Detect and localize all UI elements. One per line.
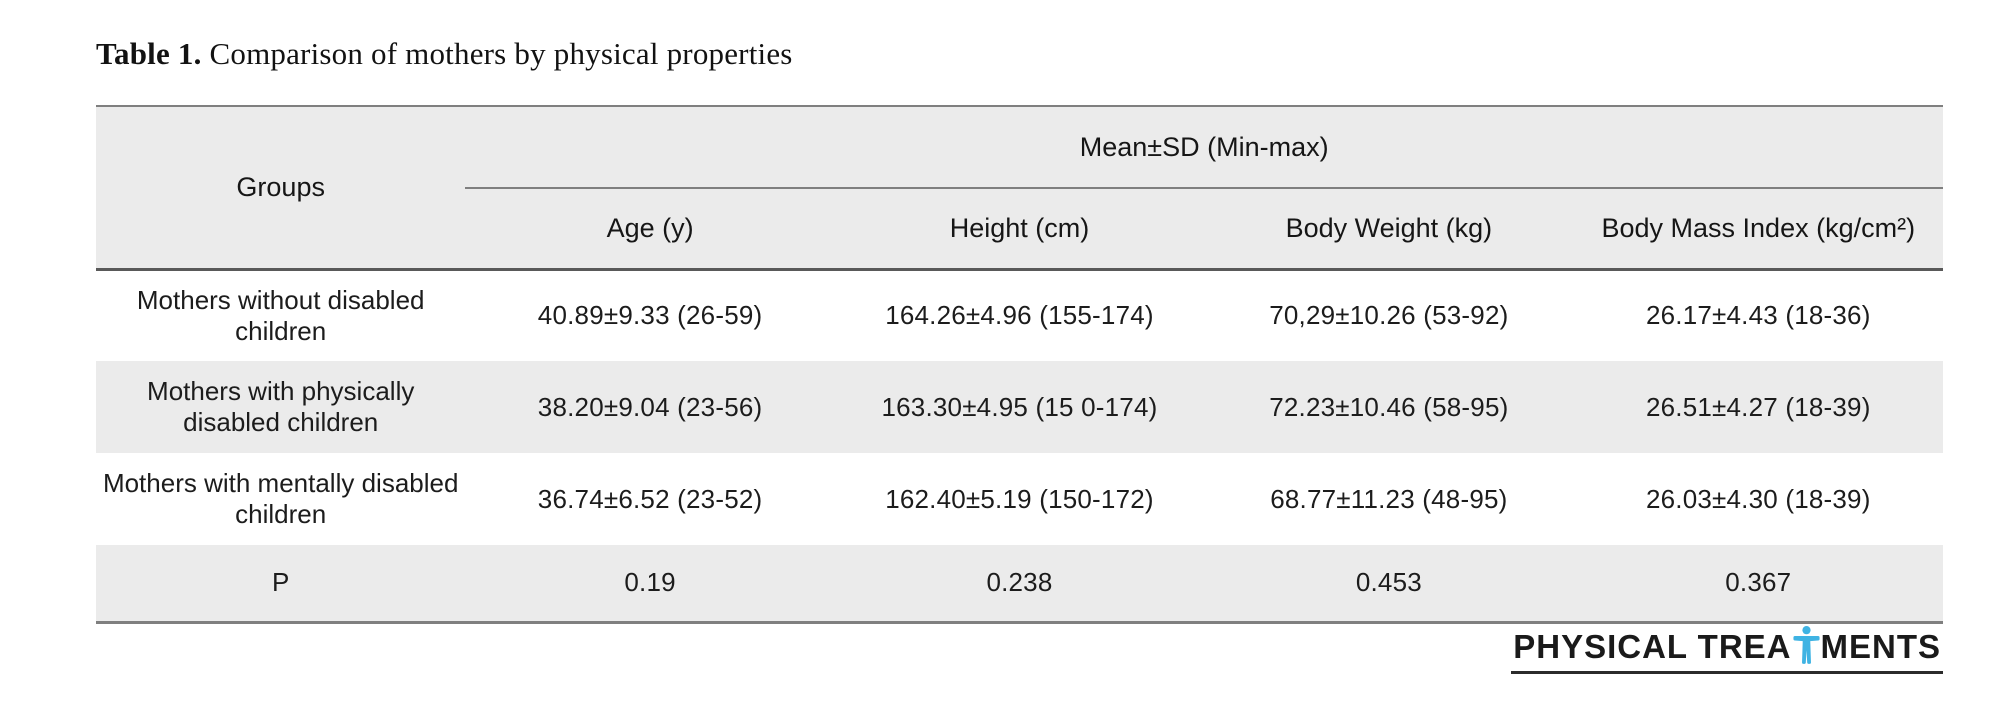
table-row: Mothers with physically disabled childre… [96, 361, 1943, 453]
value-cell: 164.26±4.96 (155-174) [885, 300, 1154, 331]
col-header-bmi: Body Mass Index (kg/cm²) [1573, 188, 1943, 271]
value-cell: 68.77±11.23 (48-95) [1270, 483, 1508, 514]
group-cell: Mothers without disabled children [136, 285, 425, 346]
value-cell: 26.03±4.30 (18-39) [1645, 483, 1871, 514]
table-row-p: P 0.19 0.238 0.453 0.367 [96, 545, 1943, 622]
header-row-span: Groups Mean±SD (Min-max) [96, 106, 1943, 271]
col-header-age: Age (y) [465, 188, 835, 271]
col-header-body-weight: Body Weight (kg) [1204, 188, 1574, 271]
value-cell: 26.17±4.43 (18-36) [1645, 300, 1871, 331]
group-cell: Mothers with physically disabled childre… [147, 376, 415, 437]
group-cell: P [272, 567, 290, 598]
person-icon [1792, 625, 1821, 665]
value-cell: 0.19 [624, 567, 676, 598]
logo-text-left: PHYSICAL TREA [1513, 628, 1792, 665]
value-cell: 162.40±5.19 (150-172) [885, 483, 1154, 514]
value-cell: 38.20±9.04 (23-56) [537, 391, 763, 422]
groups-header: Groups [96, 106, 466, 271]
value-cell: 36.74±6.52 (23-52) [537, 483, 763, 514]
journal-logo: PHYSICAL TREA MENTS [1511, 625, 1943, 674]
table-caption-label: Table 1. [96, 36, 202, 71]
mean-sd-span-header: Mean±SD (Min-max) [465, 106, 1943, 189]
table-caption: Table 1. Comparison of mothers by physic… [96, 36, 793, 72]
value-cell: 0.238 [986, 567, 1053, 598]
value-cell: 163.30±4.95 (15 0-174) [881, 391, 1158, 422]
group-cell: Mothers with mentally disabled children [102, 468, 459, 529]
table-caption-text: Comparison of mothers by physical proper… [201, 36, 793, 71]
table-row: Mothers with mentally disabled children … [96, 453, 1943, 545]
table-body: Mothers without disabled children 40.89±… [96, 269, 1943, 622]
value-cell: 26.51±4.27 (18-39) [1645, 391, 1871, 422]
value-cell: 0.367 [1725, 567, 1792, 598]
value-cell: 40.89±9.33 (26-59) [537, 300, 763, 331]
col-header-height: Height (cm) [834, 188, 1205, 271]
table-header: Groups Mean±SD (Min-max) Age (y) Height … [96, 106, 1943, 271]
value-cell: 72.23±10.46 (58-95) [1269, 391, 1509, 422]
value-cell: 70,29±10.26 (53-92) [1269, 300, 1509, 331]
value-cell: 0.453 [1355, 567, 1422, 598]
header-row-columns: Age (y) Height (cm) Body Weight (kg) Bod… [96, 188, 1943, 271]
table-row: Mothers without disabled children 40.89±… [96, 269, 1943, 361]
comparison-table: Groups Mean±SD (Min-max) Age (y) Height … [96, 105, 1943, 624]
logo-text-right: MENTS [1820, 628, 1941, 665]
